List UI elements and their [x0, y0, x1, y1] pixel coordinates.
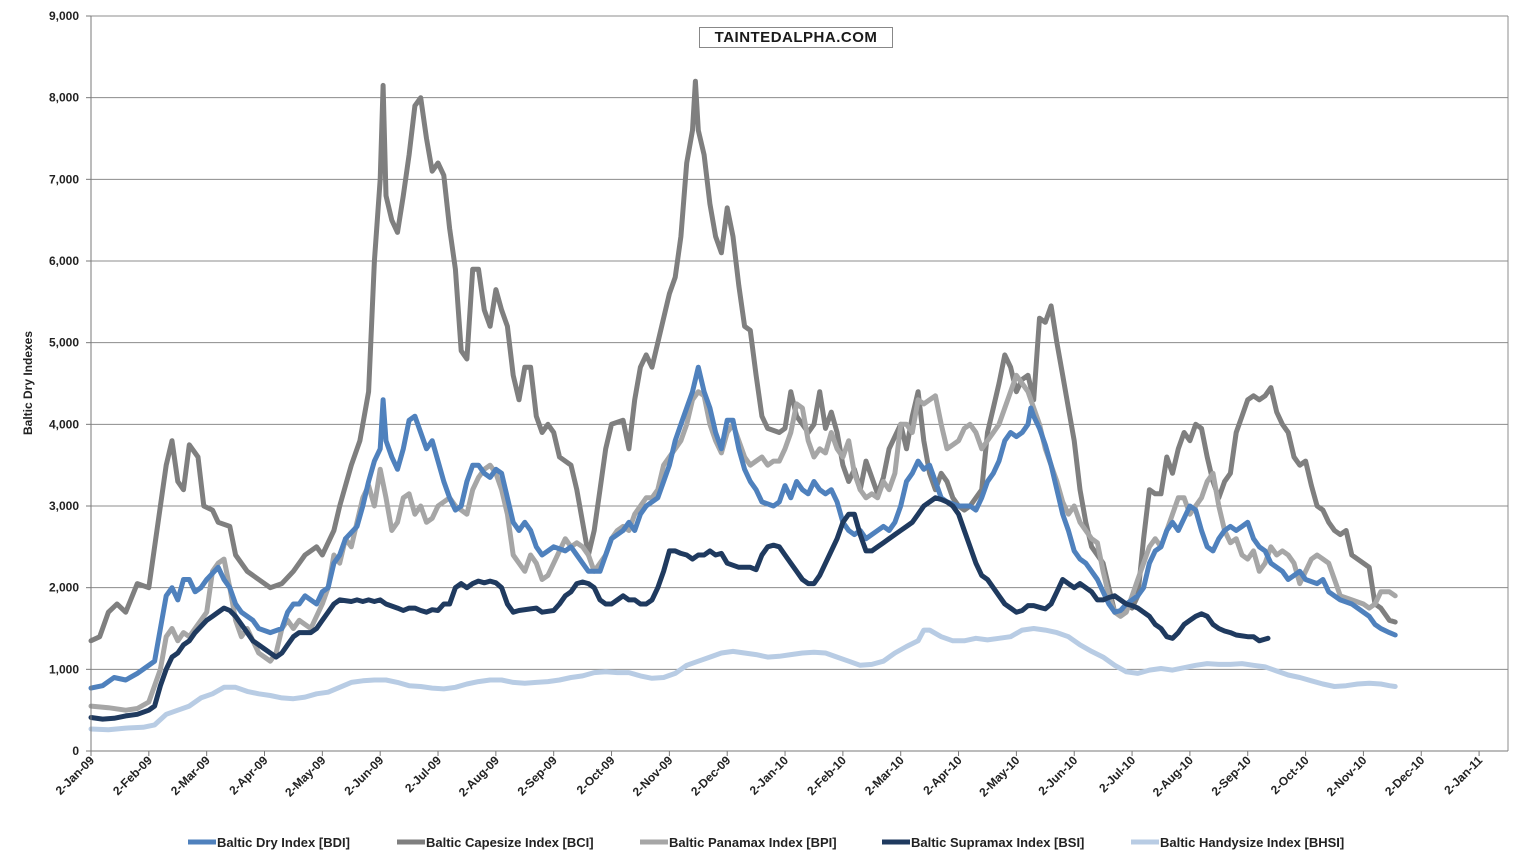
x-tick-label-14: 2-Mar-10 [862, 753, 907, 798]
x-tick-label-24: 2-Jan-11 [1441, 753, 1485, 797]
grid-lines [91, 15, 1509, 751]
x-tick-label-21: 2-Oct-10 [1268, 753, 1312, 797]
y-axis-title: Baltic Dry Indexes [21, 331, 35, 435]
x-tick-label-10: 2-Nov-09 [630, 753, 676, 799]
axes [86, 15, 1508, 756]
legend-label-2: Baltic Panamax Index [BPI] [669, 835, 837, 850]
y-tick-label-6: 6,000 [49, 254, 79, 268]
x-tick-label-13: 2-Feb-10 [804, 753, 849, 798]
legend-label-3: Baltic Supramax Index [BSI] [911, 835, 1084, 850]
series-line-0 [88, 78, 1398, 644]
x-tick-label-8: 2-Sep-09 [515, 753, 561, 799]
x-tick-label-22: 2-Nov-10 [1324, 753, 1370, 799]
y-tick-label-3: 3,000 [49, 499, 79, 513]
x-tick-label-12: 2-Jan-10 [747, 753, 792, 798]
x-tick-label-20: 2-Sep-10 [1209, 753, 1255, 799]
series-line-3 [88, 495, 1271, 722]
x-tick-label-15: 2-Apr-10 [920, 753, 965, 798]
series-line-4 [88, 626, 1398, 733]
x-tick-label-18: 2-Jul-10 [1096, 753, 1138, 795]
y-tick-label-5: 5,000 [49, 336, 79, 350]
x-tick-label-4: 2-May-09 [282, 753, 328, 799]
y-tick-label-2: 2,000 [49, 581, 79, 595]
x-tick-label-7: 2-Aug-09 [456, 753, 502, 799]
x-tick-label-9: 2-Oct-09 [574, 753, 618, 797]
watermark-logo: TAINTEDALPHA.COM [699, 27, 893, 48]
y-tick-label-4: 4,000 [49, 417, 79, 431]
y-tick-label-7: 7,000 [49, 172, 79, 186]
x-tick-label-5: 2-Jun-09 [342, 753, 387, 798]
x-tick-label-3: 2-Apr-09 [226, 753, 271, 798]
series-lines [88, 78, 1398, 733]
x-tick-label-23: 2-Dec-10 [1382, 753, 1428, 799]
x-tick-label-16: 2-May-10 [976, 753, 1022, 799]
y-tick-label-0: 0 [72, 744, 79, 758]
legend-label-1: Baltic Capesize Index [BCI] [426, 835, 594, 850]
y-tick-label-1: 1,000 [49, 662, 79, 676]
x-tick-label-6: 2-Jul-09 [402, 753, 444, 795]
legend-label-0: Baltic Dry Index [BDI] [217, 835, 350, 850]
y-tick-label-8: 8,000 [49, 91, 79, 105]
y-tick-label-9: 9,000 [49, 9, 79, 23]
y-tick-labels: 0 1,000 2,000 3,000 4,000 5,000 6,000 7,000 8,00… [49, 9, 79, 758]
x-tick-label-19: 2-Aug-10 [1150, 753, 1196, 799]
legend: Baltic Dry Index [BDI] Baltic Capesize In… [188, 835, 1344, 850]
x-tick-label-0: 2-Jan-09 [53, 753, 98, 798]
x-tick-label-11: 2-Dec-09 [688, 753, 734, 799]
series-line-2 [88, 364, 1398, 691]
watermark-text: TAINTEDALPHA.COM [714, 29, 878, 46]
x-tick-label-1: 2-Feb-09 [110, 753, 155, 798]
x-tick-label-17: 2-Jun-10 [1036, 753, 1081, 798]
x-tick-labels: 2-Jan-09 2-Feb-09 2-Mar-09 2-Apr-09 2-May-09… [53, 753, 1486, 799]
legend-label-4: Baltic Handysize Index [BHSI] [1160, 835, 1344, 850]
x-tick-label-2: 2-Mar-09 [168, 753, 213, 798]
